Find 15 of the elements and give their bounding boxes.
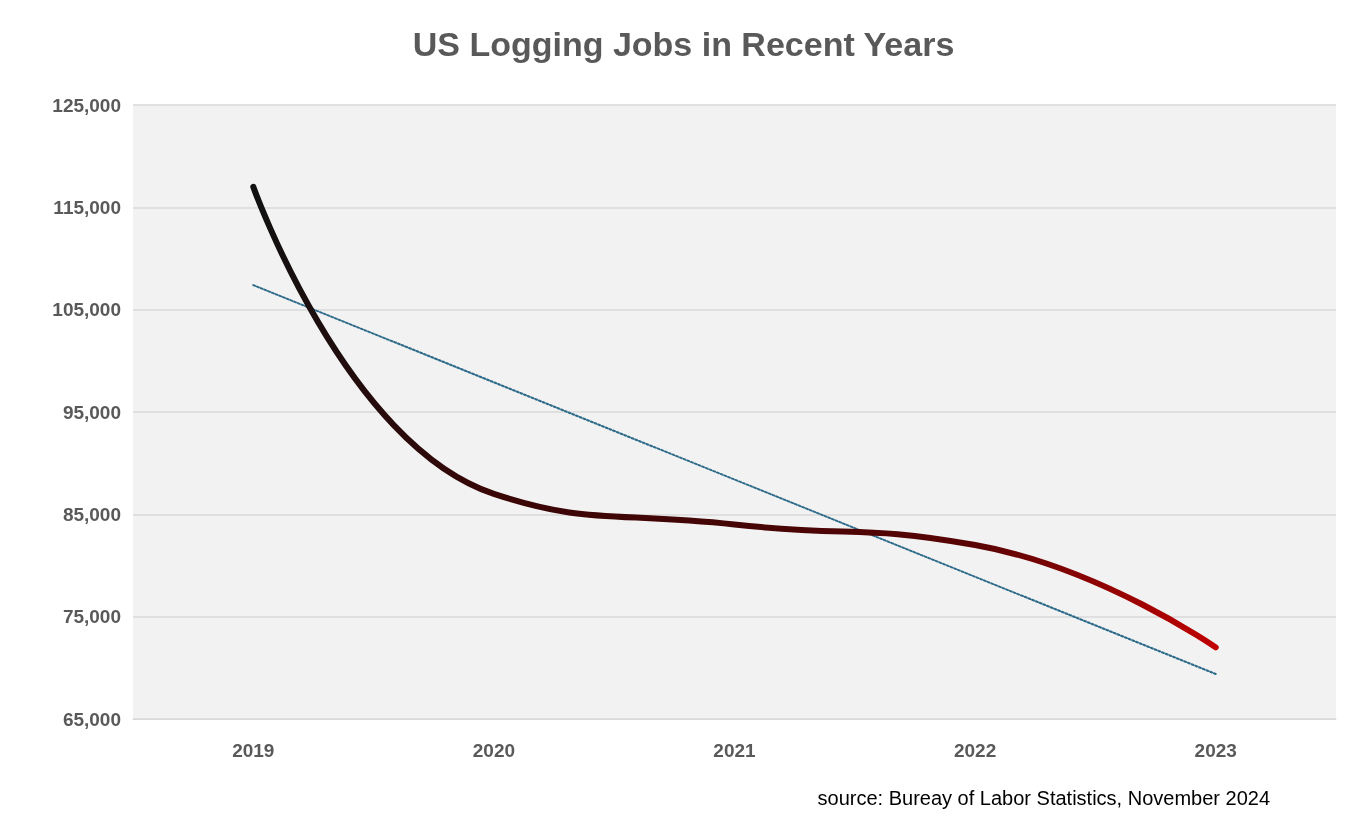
y-tick-label: 75,000 <box>62 606 121 628</box>
y-tick-label: 95,000 <box>62 401 121 423</box>
x-tick-label: 2020 <box>472 740 516 761</box>
x-tick-label: 2021 <box>713 740 757 761</box>
x-tick-label: 2023 <box>1194 740 1237 761</box>
chart-title: US Logging Jobs in Recent Years <box>412 25 955 63</box>
y-tick-label: 115,000 <box>53 196 121 218</box>
x-tick-label: 2019 <box>232 740 275 761</box>
source-note: source: Bureay of Labor Statistics, November 2024 <box>817 787 1270 809</box>
y-tick-label: 105,000 <box>52 299 121 321</box>
x-tick-label: 2022 <box>953 740 997 761</box>
y-tick-label: 65,000 <box>62 708 121 730</box>
y-tick-label: 125,000 <box>52 94 121 116</box>
y-tick-label: 85,000 <box>62 503 121 525</box>
line-series <box>252 284 1217 675</box>
